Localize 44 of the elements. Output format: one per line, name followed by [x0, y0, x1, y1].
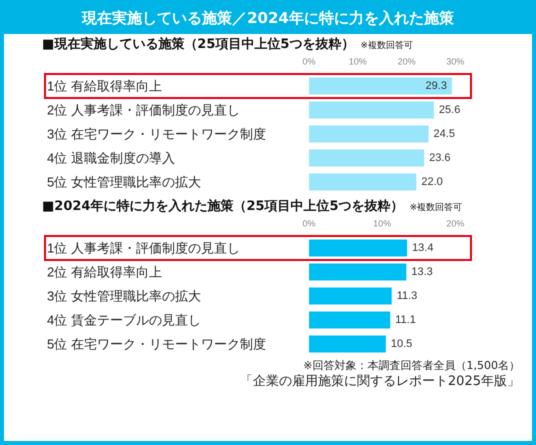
bar [309, 312, 390, 328]
y-tick-label: 1位 有給取得率向上 [47, 78, 162, 94]
x-tick-label: 20% [446, 218, 464, 228]
x-tick-label: 30% [446, 56, 464, 66]
bar [309, 150, 424, 166]
bar [309, 102, 434, 118]
text: 「企業の雇用施策に関するレポート2025年版」 [238, 374, 520, 390]
y-tick-label: 5位 女性管理職比率の拡大 [47, 174, 201, 190]
y-tick-label: 4位 退職金制度の導入 [47, 150, 175, 166]
y-tick-label: 3位 女性管理職比率の拡大 [47, 288, 201, 304]
bar [309, 78, 452, 94]
bar [309, 240, 408, 256]
x-tick-label: 20% [398, 56, 416, 66]
bar [309, 336, 386, 352]
data-label: 11.3 [396, 290, 418, 302]
bar [309, 264, 406, 280]
text: ※回答対象：本調査回答者全員（1,500名） [302, 358, 520, 374]
data-label: 22.0 [421, 176, 443, 188]
chart-title: 現在実施している施策／2024年に特に力を入れた施策 [4, 4, 532, 34]
data-label: 11.1 [395, 314, 416, 326]
text: ※複数回答可 [410, 203, 462, 213]
bar [309, 174, 416, 190]
x-tick-label: 0% [302, 56, 316, 66]
data-label: 25.6 [438, 104, 460, 116]
text: ■現在実施している施策（25項目中上位5つを抜粋） [42, 37, 354, 52]
x-tick-label: 10% [373, 218, 392, 228]
data-label: 13.4 [412, 242, 434, 254]
bar [309, 288, 392, 304]
chart-title: ■2024年に特に力を入れた施策（25項目中上位5つを抜粋） [42, 199, 404, 214]
y-tick-label: 4位 賃金テーブルの見直し [47, 312, 201, 328]
data-label: 24.5 [434, 128, 455, 140]
data-label: 29.3 [426, 80, 447, 92]
x-tick-label: 10% [348, 56, 367, 66]
y-tick-label: 2位 有給取得率向上 [47, 264, 162, 280]
y-tick-label: 5位 在宅ワーク・リモートワーク制度 [47, 336, 266, 352]
data-label: 13.3 [411, 266, 433, 278]
data-label: 23.6 [429, 152, 451, 164]
bar [309, 126, 429, 142]
x-tick-label: 0% [302, 218, 316, 228]
y-tick-label: 3位 在宅ワーク・リモートワーク制度 [47, 126, 266, 142]
y-tick-label: 1位 人事考課・評価制度の見直し [47, 240, 240, 256]
y-tick-label: 2位 人事考課・評価制度の見直し [47, 102, 240, 118]
text: ※複数回答可 [360, 41, 413, 51]
data-label: 10.5 [390, 338, 412, 350]
